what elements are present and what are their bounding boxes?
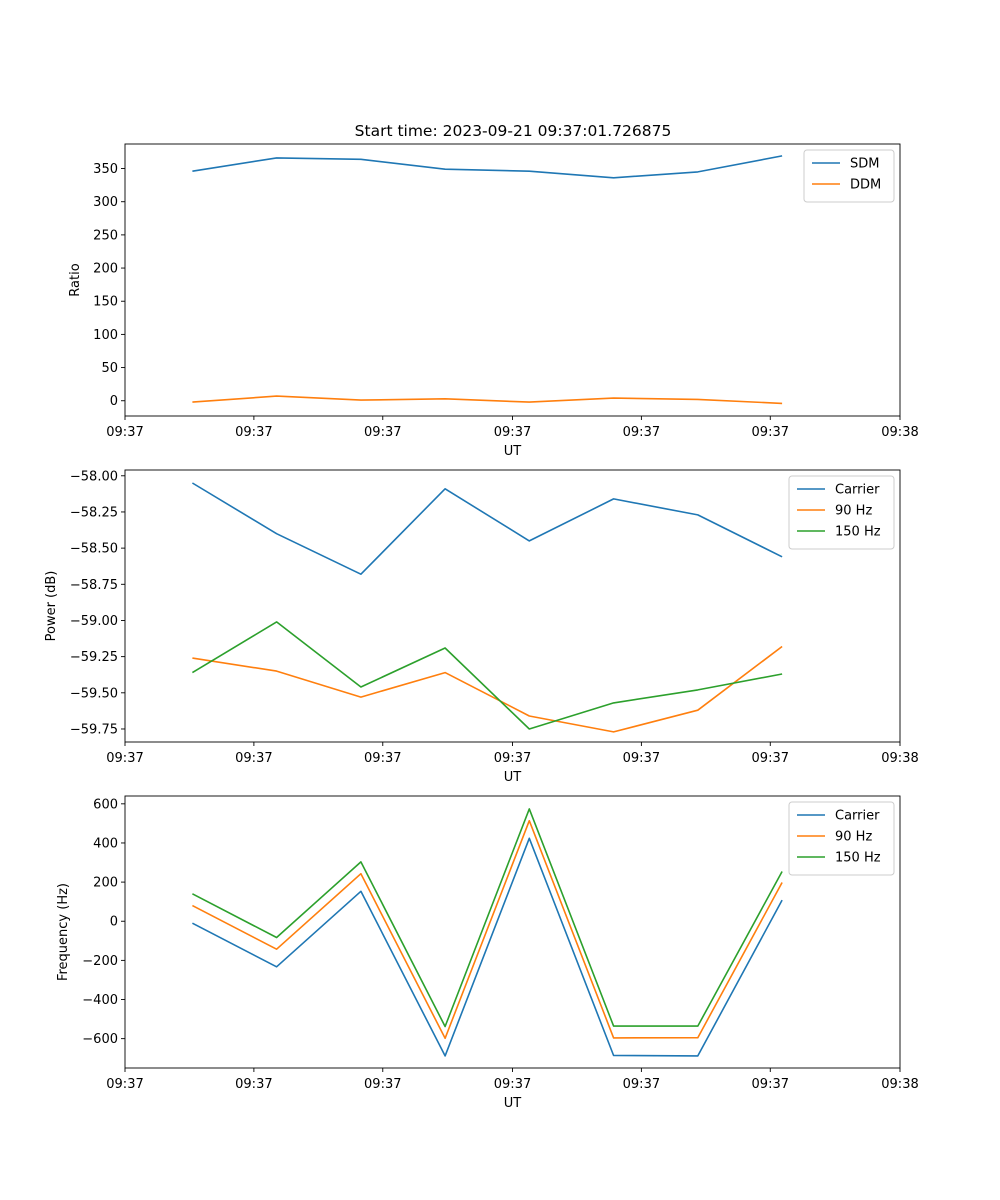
series-line-carrier	[191, 482, 783, 576]
legend-label: Carrier	[835, 483, 880, 498]
x-axis-label: UT	[504, 1096, 522, 1111]
chart-3: −600 −400 −200 0 200 400 600 09:37 09:37 09:37 09:…	[56, 795, 919, 1111]
y-tick-label: 100	[93, 328, 118, 343]
x-tick-label: 09:37	[235, 425, 272, 440]
y-axis-label: Frequency (Hz)	[56, 883, 71, 981]
legend-label: 90 Hz	[835, 504, 872, 519]
y-tick-label: −58.75	[70, 578, 118, 593]
x-tick-label: 09:37	[106, 1077, 143, 1092]
x-tick-label: 09:37	[106, 751, 143, 766]
series-line-90-hz	[192, 645, 783, 733]
legend-label: 150 Hz	[835, 851, 881, 866]
y-axis-label: Ratio	[68, 263, 83, 296]
y-tick-label: 300	[93, 195, 118, 210]
x-axis-label: UT	[504, 770, 522, 785]
series-line-150-hz	[191, 621, 783, 730]
series-line-carrier	[192, 837, 783, 1057]
x-tick-label: 09:37	[235, 751, 272, 766]
y-tick-label: 200	[93, 876, 118, 891]
chart-1: 0 50 100 150 200 250 300 350 09:37 09:37 09:37 09:3…	[68, 143, 919, 459]
y-tick-label: −600	[82, 1032, 118, 1047]
y-tick-label: −59.25	[70, 650, 118, 665]
legend-label: DDM	[850, 178, 881, 193]
x-tick-label: 09:37	[494, 425, 531, 440]
legend-label: Carrier	[835, 809, 880, 824]
y-tick-label: −59.00	[70, 614, 118, 629]
x-tick-label: 09:37	[623, 751, 660, 766]
x-tick-label: 09:37	[752, 751, 789, 766]
axes-frame	[124, 143, 901, 417]
x-tick-label: 09:37	[106, 425, 143, 440]
y-tick-label: −59.75	[70, 722, 118, 737]
y-tick-label: 0	[110, 394, 118, 409]
x-tick-label: 09:37	[235, 1077, 272, 1092]
legend-label: 150 Hz	[835, 525, 881, 540]
x-tick-label: 09:37	[494, 751, 531, 766]
legend: SDM DDM	[803, 149, 895, 203]
plots: 0 50 100 150 200 250 300 350 09:37 09:37 09:37 09:3…	[44, 143, 919, 1111]
figure-title: Start time: 2023-09-21 09:37:01.726875	[355, 122, 672, 140]
y-tick-label: 200	[93, 262, 118, 277]
y-tick-label: 0	[110, 915, 118, 930]
x-tick-label: 09:38	[881, 1077, 918, 1092]
y-tick-label: 150	[93, 295, 118, 310]
y-tick-label: −58.25	[70, 505, 118, 520]
chart-2: −59.75 −59.50 −59.25 −59.00 −58.75 −58.50 −58.…	[44, 469, 919, 785]
x-tick-label: 09:38	[881, 425, 918, 440]
y-tick-label: 50	[101, 361, 118, 376]
x-tick-label: 09:37	[623, 1077, 660, 1092]
x-tick-label: 09:37	[494, 1077, 531, 1092]
x-tick-label: 09:38	[881, 751, 918, 766]
legend-label: 90 Hz	[835, 830, 872, 845]
series-line-150-hz	[192, 808, 783, 1028]
legend-box	[803, 149, 895, 203]
y-tick-label: −200	[82, 954, 118, 969]
series-line-90-hz	[192, 819, 783, 1040]
y-tick-label: −59.50	[70, 686, 118, 701]
x-tick-label: 09:37	[364, 751, 401, 766]
legend-label: SDM	[850, 157, 879, 172]
y-tick-label: 600	[93, 797, 118, 812]
x-tick-label: 09:37	[623, 425, 660, 440]
y-tick-label: −58.50	[70, 542, 118, 557]
series-line-ddm	[192, 395, 783, 405]
y-tick-label: 350	[93, 162, 118, 177]
x-axis-label: UT	[504, 444, 522, 459]
y-axis-label: Power (dB)	[44, 571, 59, 642]
legend: Carrier 90 Hz 150 Hz	[788, 475, 895, 550]
y-tick-label: −58.00	[70, 469, 118, 484]
axes-frame	[124, 469, 901, 743]
y-tick-label: 250	[93, 228, 118, 243]
x-tick-label: 09:37	[752, 425, 789, 440]
y-tick-label: −400	[82, 993, 118, 1008]
axes-frame	[124, 795, 901, 1069]
x-tick-label: 09:37	[752, 1077, 789, 1092]
y-tick-label: 400	[93, 836, 118, 851]
series-line-sdm	[192, 155, 783, 179]
x-tick-label: 09:37	[364, 425, 401, 440]
x-tick-label: 09:37	[364, 1077, 401, 1092]
legend: Carrier 90 Hz 150 Hz	[788, 801, 895, 876]
